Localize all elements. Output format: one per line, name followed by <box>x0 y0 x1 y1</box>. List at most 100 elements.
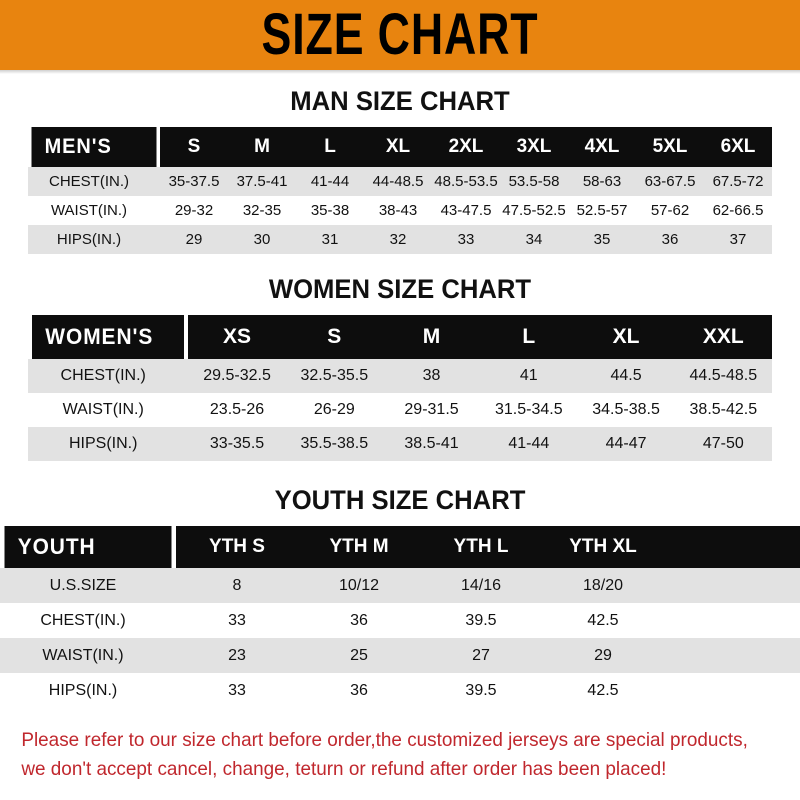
cell: 38 <box>382 359 481 393</box>
table-corner-label: WOMEN'S <box>32 315 185 359</box>
cell: 41-44 <box>296 167 364 196</box>
cell: 47-50 <box>674 427 772 461</box>
cell: 42.5 <box>542 603 664 638</box>
size-table-youth: YOUTH YTH S YTH M YTH L YTH XL U.S.SIZE … <box>0 526 800 708</box>
row-label-hips: HIPS(IN.) <box>0 673 176 708</box>
section-title-man: MAN SIZE CHART <box>290 86 510 116</box>
cell: 35 <box>568 225 636 254</box>
cell: 39.5 <box>420 673 542 708</box>
section-man: MAN SIZE CHART MEN'S S M L XL 2XL 3XL 4X… <box>0 86 800 254</box>
cell: 32.5-35.5 <box>285 359 383 393</box>
column-header-3xl: 3XL <box>500 127 568 167</box>
cell: 36 <box>298 673 420 708</box>
section-women: WOMEN SIZE CHART WOMEN'S XS S M L XL XXL… <box>0 274 800 461</box>
cell: 47.5-52.5 <box>500 196 568 225</box>
table-corner-label: YOUTH <box>4 526 172 568</box>
table-row: CHEST(IN.) 33 36 39.5 42.5 <box>0 603 800 638</box>
cell: 35-38 <box>296 196 364 225</box>
cell: 36 <box>636 225 704 254</box>
cell: 25 <box>298 638 420 673</box>
row-label-chest: CHEST(IN.) <box>28 167 160 196</box>
disclaimer-note: Please refer to our size chart before or… <box>0 726 776 785</box>
column-header-xxl: XXL <box>674 315 772 359</box>
cell: 29-31.5 <box>382 393 481 427</box>
disclaimer-line-2: we don't accept cancel, change, teturn o… <box>21 758 667 781</box>
column-header-l: L <box>480 315 578 359</box>
cell-spacer <box>664 568 800 603</box>
column-header-4xl: 4XL <box>568 127 636 167</box>
column-header-xs: XS <box>188 315 286 359</box>
cell: 31.5-34.5 <box>480 393 578 427</box>
row-label-waist: WAIST(IN.) <box>28 196 160 225</box>
cell: 62-66.5 <box>704 196 772 225</box>
table-row: WAIST(IN.) 23.5-26 26-29 29-31.5 31.5-34… <box>28 393 772 427</box>
cell: 8 <box>176 568 298 603</box>
cell: 42.5 <box>542 673 664 708</box>
table-header-row: MEN'S S M L XL 2XL 3XL 4XL 5XL 6XL <box>28 127 772 167</box>
row-label-hips: HIPS(IN.) <box>28 225 160 254</box>
cell: 29 <box>542 638 664 673</box>
table-row: HIPS(IN.) 29 30 31 32 33 34 35 36 37 <box>28 225 772 254</box>
cell: 44-47 <box>577 427 675 461</box>
row-label-chest: CHEST(IN.) <box>0 603 176 638</box>
cell: 14/16 <box>420 568 542 603</box>
table-row: CHEST(IN.) 35-37.5 37.5-41 41-44 44-48.5… <box>28 167 772 196</box>
size-table-women: WOMEN'S XS S M L XL XXL CHEST(IN.) 29.5-… <box>28 315 772 461</box>
table-row: U.S.SIZE 8 10/12 14/16 18/20 <box>0 568 800 603</box>
table-corner-label: MEN'S <box>31 127 157 167</box>
column-header-s: S <box>285 315 383 359</box>
column-header-xl: XL <box>364 127 432 167</box>
banner-shadow <box>0 70 800 74</box>
cell: 52.5-57 <box>568 196 636 225</box>
cell: 36 <box>298 603 420 638</box>
cell-spacer <box>664 673 800 708</box>
column-header-yth-xl: YTH XL <box>542 526 664 568</box>
section-title-women: WOMEN SIZE CHART <box>268 274 532 304</box>
cell: 18/20 <box>542 568 664 603</box>
cell: 23 <box>176 638 298 673</box>
cell: 33 <box>432 225 500 254</box>
cell: 33 <box>176 603 298 638</box>
cell: 48.5-53.5 <box>432 167 500 196</box>
cell: 37 <box>704 225 772 254</box>
column-header-yth-l: YTH L <box>420 526 542 568</box>
cell: 23.5-26 <box>188 393 286 427</box>
table-row: WAIST(IN.) 29-32 32-35 35-38 38-43 43-47… <box>28 196 772 225</box>
cell: 35-37.5 <box>160 167 228 196</box>
cell: 34.5-38.5 <box>577 393 675 427</box>
row-label-us-size: U.S.SIZE <box>0 568 176 603</box>
column-header-yth-m: YTH M <box>298 526 420 568</box>
table-header-row: WOMEN'S XS S M L XL XXL <box>28 315 772 359</box>
row-label-hips: HIPS(IN.) <box>28 427 189 461</box>
cell: 57-62 <box>636 196 704 225</box>
table-row: CHEST(IN.) 29.5-32.5 32.5-35.5 38 41 44.… <box>28 359 772 393</box>
cell: 27 <box>420 638 542 673</box>
size-table-man: MEN'S S M L XL 2XL 3XL 4XL 5XL 6XL CHEST… <box>28 127 772 254</box>
cell: 44.5 <box>577 359 675 393</box>
cell: 38-43 <box>364 196 432 225</box>
column-header-6xl: 6XL <box>704 127 772 167</box>
page-banner: SIZE CHART <box>0 0 800 74</box>
table-row: HIPS(IN.) 33-35.5 35.5-38.5 38.5-41 41-4… <box>28 427 772 461</box>
column-header-s: S <box>160 127 228 167</box>
cell: 29 <box>160 225 228 254</box>
column-header-2xl: 2XL <box>432 127 500 167</box>
cell: 43-47.5 <box>432 196 500 225</box>
cell: 58-63 <box>568 167 636 196</box>
row-label-chest: CHEST(IN.) <box>28 359 189 393</box>
section-youth: YOUTH SIZE CHART YOUTH YTH S YTH M YTH L… <box>0 485 800 708</box>
column-header-xl: XL <box>577 315 675 359</box>
cell: 53.5-58 <box>500 167 568 196</box>
cell: 44-48.5 <box>364 167 432 196</box>
column-header-spacer <box>664 526 800 568</box>
column-header-m: M <box>382 315 481 359</box>
cell: 31 <box>296 225 364 254</box>
disclaimer-line-1: Please refer to our size chart before or… <box>21 729 748 751</box>
row-label-waist: WAIST(IN.) <box>28 393 189 427</box>
column-header-m: M <box>228 127 296 167</box>
table-header-row: YOUTH YTH S YTH M YTH L YTH XL <box>0 526 800 568</box>
cell: 67.5-72 <box>704 167 772 196</box>
cell: 10/12 <box>298 568 420 603</box>
cell: 29.5-32.5 <box>188 359 286 393</box>
page-title: SIZE CHART <box>261 2 539 68</box>
